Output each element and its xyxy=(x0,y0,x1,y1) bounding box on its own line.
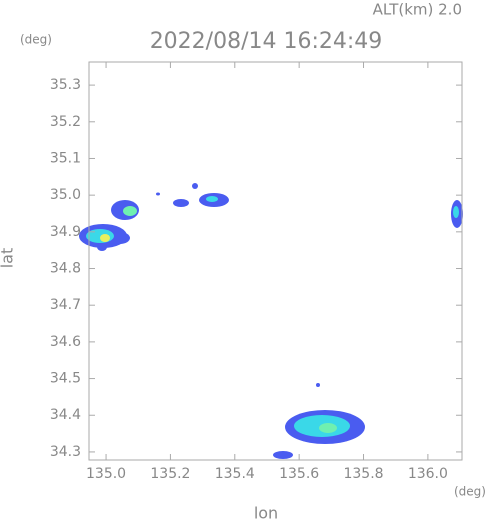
y-tick-label: 34.7 xyxy=(50,297,81,313)
y-tick-label: 35.2 xyxy=(50,114,81,130)
altitude: ALT(km) 2.0 xyxy=(373,1,462,19)
y-tick-label: 34.3 xyxy=(50,444,81,460)
x-tick-label: 135.2 xyxy=(150,466,190,482)
echoes xyxy=(79,183,463,459)
y-tick-label: 34.8 xyxy=(50,261,81,277)
y-unit: (deg) xyxy=(20,33,52,47)
y-tick-label: 34.5 xyxy=(50,371,81,387)
y-tick-label: 34.4 xyxy=(50,407,81,423)
y-tick-label: 34.6 xyxy=(50,334,81,350)
x-tick-label: 135.4 xyxy=(215,466,255,482)
y-tick-label: 35.1 xyxy=(50,150,81,166)
y-tick-label: 35.3 xyxy=(50,77,81,93)
x-axis-label: lon xyxy=(254,504,278,521)
y-axis-label: lat xyxy=(0,248,17,269)
chart-title: 2022/08/14 16:24:49 xyxy=(150,29,383,54)
x-tick-label: 135.0 xyxy=(86,466,126,482)
y-tick-label: 34.9 xyxy=(50,224,81,240)
x-tick-label: 135.6 xyxy=(279,466,319,482)
plot-frame xyxy=(88,61,463,461)
x-tick-label: 135.8 xyxy=(343,466,383,482)
x-unit: (deg) xyxy=(454,485,486,499)
y-tick-label: 35.0 xyxy=(50,187,81,203)
x-tick-label: 136.0 xyxy=(408,466,448,482)
